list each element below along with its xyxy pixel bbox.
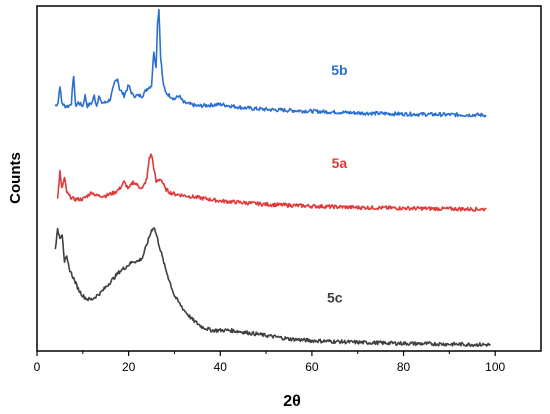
x-tick-label: 0 xyxy=(34,360,41,374)
series-line-5c xyxy=(54,227,491,348)
x-tick-label: 60 xyxy=(305,360,319,374)
series-label-5a: 5a xyxy=(332,155,348,171)
series-line-5b xyxy=(54,8,487,118)
x-tick-label: 80 xyxy=(397,360,411,374)
x-axis-ticks: 0 20 40 60 80 100 xyxy=(34,351,506,374)
x-tick-label: 100 xyxy=(485,360,505,374)
series-layer xyxy=(54,8,491,348)
series-label-5b: 5b xyxy=(331,62,347,78)
series-line-5a xyxy=(56,153,487,212)
x-axis-title: 2θ xyxy=(283,393,301,410)
series-label-5c: 5c xyxy=(327,290,343,306)
plot-frame xyxy=(36,5,542,352)
y-axis-title: Counts xyxy=(7,152,24,204)
x-tick-label: 40 xyxy=(214,360,228,374)
x-tick-label: 20 xyxy=(122,360,136,374)
series-label-layer: 5b 5a 5c xyxy=(327,62,348,306)
